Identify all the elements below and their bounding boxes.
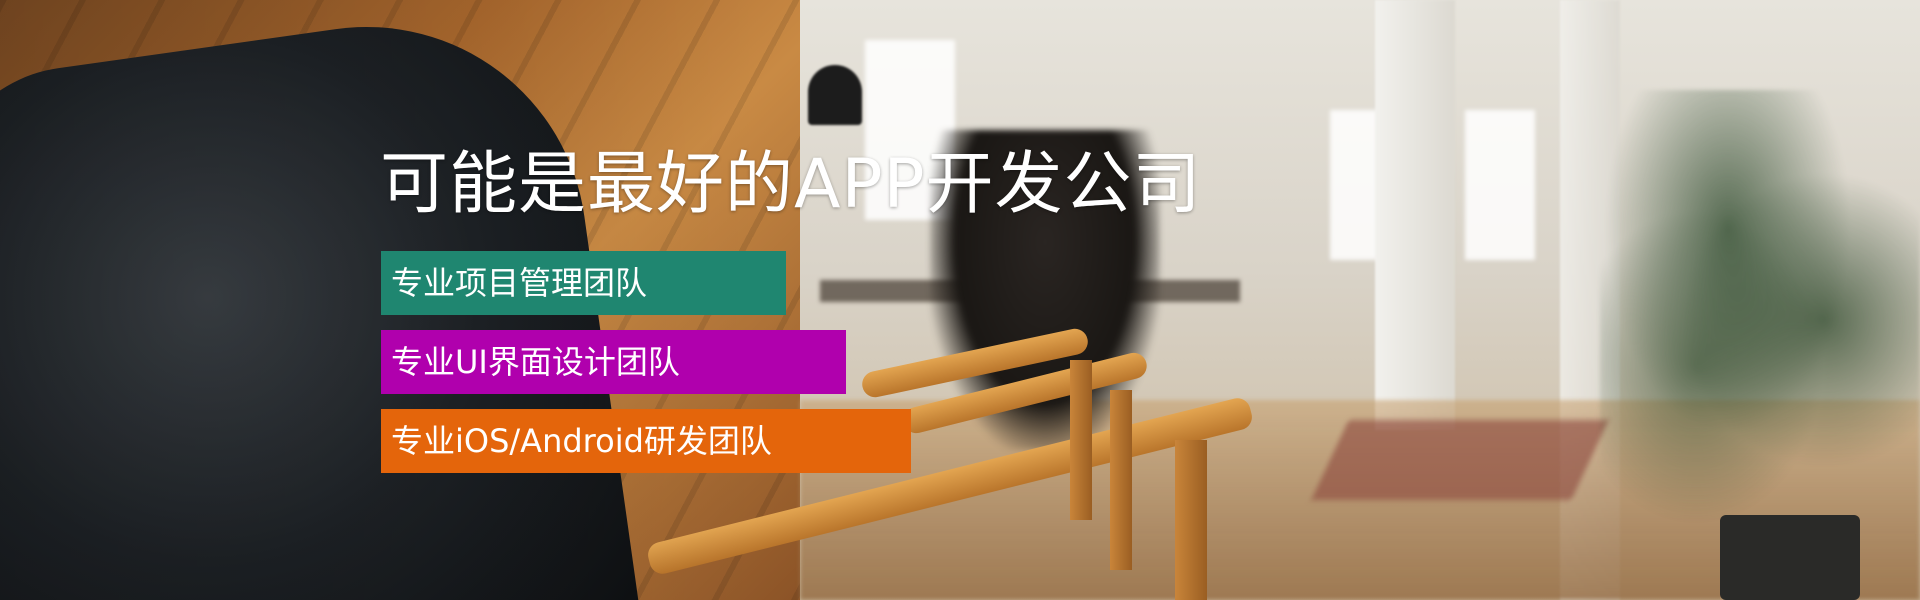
tag-mobile-development: 专业iOS/Android研发团队 [381, 409, 911, 473]
pendant-lamp [808, 65, 862, 125]
plant-pot [1720, 515, 1860, 600]
window [1465, 110, 1535, 260]
chair-leg [1175, 440, 1207, 600]
headline: 可能是最好的APP开发公司 [380, 145, 1202, 224]
tag-project-management: 专业项目管理团队 [381, 251, 786, 315]
chair-leg [1070, 360, 1092, 520]
chair-leg [1110, 390, 1132, 570]
plant [1600, 90, 1920, 550]
pillar [1375, 0, 1455, 430]
tag-ui-design: 专业UI界面设计团队 [381, 330, 846, 394]
